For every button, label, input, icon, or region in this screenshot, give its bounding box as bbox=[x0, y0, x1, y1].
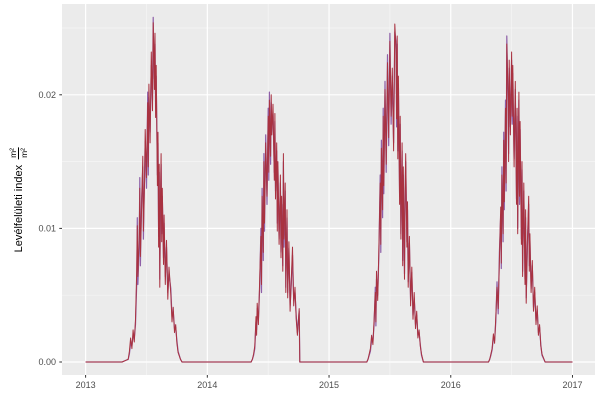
y-tick-label: 0.01 bbox=[38, 224, 56, 234]
x-tick-label: 2014 bbox=[197, 380, 217, 390]
x-tick-label: 2015 bbox=[319, 380, 339, 390]
y-tick-label: 0.00 bbox=[38, 357, 56, 367]
y-tick-label: 0.02 bbox=[38, 90, 56, 100]
series-line-lai-red bbox=[85, 22, 573, 363]
x-tick-label: 2013 bbox=[76, 380, 96, 390]
x-tick-label: 2017 bbox=[562, 380, 582, 390]
x-tick-label: 2016 bbox=[441, 380, 461, 390]
